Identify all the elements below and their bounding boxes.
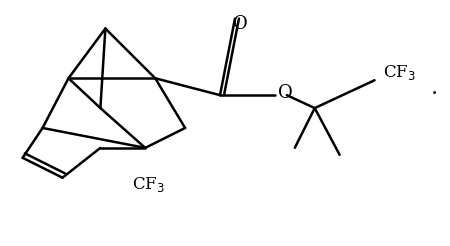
- Text: O: O: [233, 15, 248, 33]
- Text: CF$_3$: CF$_3$: [382, 63, 415, 82]
- Text: .: .: [432, 77, 438, 99]
- Text: O: O: [278, 84, 292, 102]
- Text: CF$_3$: CF$_3$: [132, 175, 165, 194]
